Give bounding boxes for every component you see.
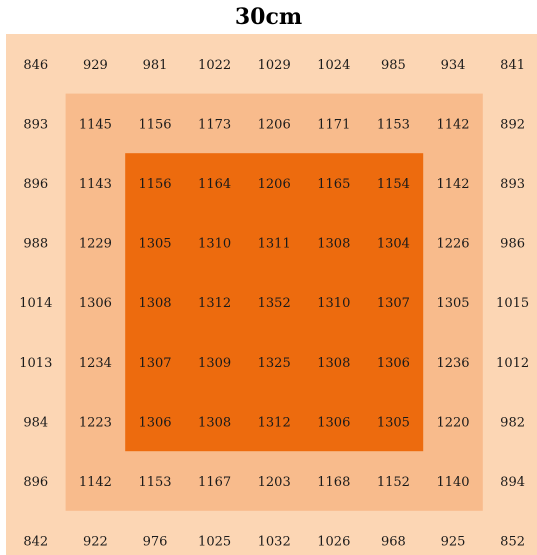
heatmap-cell-value: 894	[500, 475, 525, 490]
heatmap-cell-value: 1156	[138, 117, 171, 132]
heatmap-cell-value: 1012	[496, 356, 529, 371]
heatmap-cell-value: 1140	[436, 475, 469, 490]
heatmap-cell-value: 1229	[79, 237, 112, 252]
heatmap-cell-value: 1352	[258, 296, 291, 311]
heatmap-cell-value: 925	[441, 535, 466, 550]
heatmap-cell-value: 1310	[317, 296, 350, 311]
heatmap-cell-value: 1153	[377, 117, 410, 132]
heatmap-cell-value: 1312	[198, 296, 231, 311]
heatmap-cell-value: 1013	[19, 356, 52, 371]
heatmap-cell-value: 1032	[258, 535, 291, 550]
heatmap-cell-value: 1226	[436, 237, 469, 252]
heatmap-cell-value: 1306	[79, 296, 112, 311]
heatmap-cell-value: 982	[500, 415, 525, 430]
heatmap-cell-value: 1223	[79, 415, 112, 430]
heatmap-cell-value: 922	[83, 535, 108, 550]
heatmap-cell-value: 896	[23, 177, 48, 192]
heatmap-cell-value: 984	[23, 415, 48, 430]
heatmap-cell-value: 1167	[198, 475, 231, 490]
heatmap-cell-value: 1171	[317, 117, 350, 132]
heatmap-cell-value: 1015	[496, 296, 529, 311]
zone-inner	[125, 153, 424, 452]
heatmap-cell-value: 1142	[436, 177, 469, 192]
heatmap-cell-value: 841	[500, 58, 525, 73]
heatmap-cell-value: 1206	[258, 117, 291, 132]
heatmap-cell-value: 1024	[317, 58, 350, 73]
heatmap-cell-value: 852	[500, 535, 525, 550]
heatmap-cell-value: 1206	[258, 177, 291, 192]
heatmap-cell-value: 1308	[198, 415, 231, 430]
heatmap-cell-value: 1142	[79, 475, 112, 490]
heatmap-cell-value: 1165	[317, 177, 350, 192]
heatmap-cell-value: 1312	[258, 415, 291, 430]
heatmap-cell-value: 1143	[79, 177, 112, 192]
heatmap-cell-value: 1236	[436, 356, 469, 371]
heatmap-cell-value: 1306	[377, 356, 410, 371]
heatmap-cell-value: 976	[143, 535, 168, 550]
heatmap-cell-value: 1304	[377, 237, 410, 252]
heatmap-cell-value: 1307	[377, 296, 410, 311]
heatmap-cell-value: 1203	[258, 475, 291, 490]
heatmap-cell-value: 988	[23, 237, 48, 252]
heatmap-cell-value: 1022	[198, 58, 231, 73]
heatmap-cell-value: 1305	[138, 237, 171, 252]
heatmap-cell-value: 1145	[79, 117, 112, 132]
heatmap-cell-value: 1325	[258, 356, 291, 371]
heatmap-cell-value: 1152	[377, 475, 410, 490]
heatmap-cell-value: 846	[23, 58, 48, 73]
heatmap-cell-value: 929	[83, 58, 108, 73]
heatmap-cell-value: 1142	[436, 117, 469, 132]
heatmap-cell-value: 1025	[198, 535, 231, 550]
heatmap-cell-value: 986	[500, 237, 525, 252]
heatmap-cell-value: 1311	[258, 237, 291, 252]
heatmap-cell-value: 892	[500, 117, 525, 132]
heatmap-cell-value: 842	[23, 535, 48, 550]
heatmap-cell-value: 1168	[317, 475, 350, 490]
heatmap-cell-value: 1308	[317, 237, 350, 252]
heatmap-cell-value: 1220	[436, 415, 469, 430]
heatmap-cell-value: 981	[143, 58, 168, 73]
chart-title: 30cm	[234, 4, 303, 30]
heatmap-cell-value: 1305	[436, 296, 469, 311]
heatmap-cell-value: 1029	[258, 58, 291, 73]
heatmap-cell-value: 893	[500, 177, 525, 192]
heatmap-cell-value: 1309	[198, 356, 231, 371]
heatmap-cell-value: 896	[23, 475, 48, 490]
heatmap-cell-value: 985	[381, 58, 406, 73]
heatmap-cell-value: 1026	[317, 535, 350, 550]
heatmap-cell-value: 893	[23, 117, 48, 132]
heatmap-cell-value: 1308	[138, 296, 171, 311]
heatmap-cell-value: 1308	[317, 356, 350, 371]
heatmap-cell-value: 1306	[138, 415, 171, 430]
heatmap-cell-value: 968	[381, 535, 406, 550]
heatmap-cell-value: 934	[441, 58, 466, 73]
heatmap-cell-value: 1310	[198, 237, 231, 252]
heatmap-cell-value: 1173	[198, 117, 231, 132]
heatmap-cell-value: 1305	[377, 415, 410, 430]
heatmap-cell-value: 1153	[138, 475, 171, 490]
heatmap-cell-value: 1164	[198, 177, 231, 192]
heatmap-cell-value: 1307	[138, 356, 171, 371]
heatmap-cell-value: 1306	[317, 415, 350, 430]
heatmap-cell-value: 1154	[377, 177, 410, 192]
heatmap-cell-value: 1156	[138, 177, 171, 192]
heatmap-cell-value: 1014	[19, 296, 52, 311]
heatmap-cell-value: 1234	[79, 356, 112, 371]
